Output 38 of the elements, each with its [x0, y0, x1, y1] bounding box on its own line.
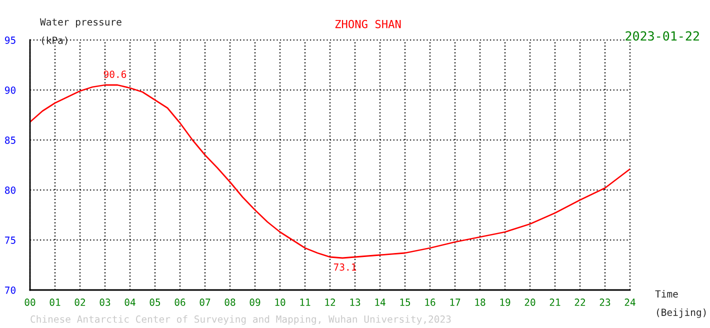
line-series: [30, 84, 630, 259]
x-tick-label: 05: [150, 298, 160, 306]
x-tick-label: 02: [74, 298, 86, 306]
x-tick-label: 03: [100, 298, 110, 306]
annotation: 73.1: [334, 263, 356, 271]
y-tick-label: 70: [5, 286, 16, 294]
x-tick-label: 14: [375, 298, 386, 306]
x-tick-label: 10: [275, 298, 286, 306]
x-tick-label: 17: [450, 298, 460, 306]
x-tick-label: 23: [600, 298, 610, 306]
annotation: 90.6: [104, 70, 126, 78]
x-tick-label: 08: [224, 298, 236, 306]
x-tick-label: 11: [300, 298, 310, 306]
x-tick-label: 16: [425, 298, 436, 306]
x-axis-title: Time (Beijing): [655, 290, 706, 318]
y-axis-title: Water pressure (kPa): [40, 18, 122, 46]
x-tick-label: 00: [24, 298, 36, 306]
y-tick-label: 80: [5, 186, 16, 194]
text: 2023-01-22: [626, 31, 699, 41]
x-tick-label: 07: [200, 298, 210, 306]
x-tick-label: 15: [400, 298, 410, 306]
x-tick-label: 06: [174, 298, 186, 306]
y-tick-label: 85: [5, 136, 16, 144]
x-tick-label: 18: [475, 298, 486, 306]
x-tick-label: 19: [500, 298, 510, 306]
x-tick-label: 12: [325, 298, 336, 306]
chart-title: ZHONG SHAN: [335, 20, 401, 28]
x-tick-label: 20: [524, 298, 536, 306]
y-tick-label: 75: [5, 236, 16, 244]
x-tick-label: 09: [250, 298, 260, 306]
x-tick-label: 04: [124, 298, 136, 306]
y-tick-label: 95: [5, 36, 16, 44]
x-tick-label: 21: [550, 298, 560, 306]
x-tick-label: 22: [574, 298, 586, 306]
y-tick-label: 90: [5, 86, 16, 94]
x-tick-label: 13: [350, 298, 360, 306]
x-tick-label: 01: [50, 298, 60, 306]
x-tick-label: 24: [624, 298, 636, 306]
